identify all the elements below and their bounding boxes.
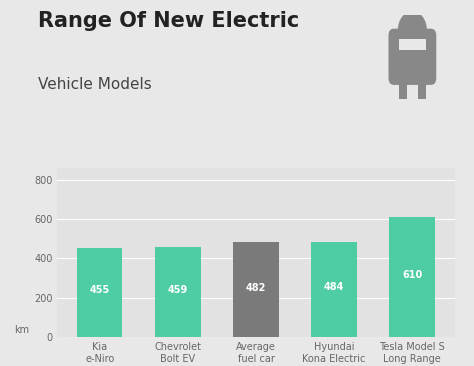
Bar xyxy=(155,247,201,337)
Bar xyxy=(233,242,279,337)
Bar xyxy=(418,76,426,99)
Bar xyxy=(390,217,435,337)
Circle shape xyxy=(398,11,427,50)
Text: km: km xyxy=(14,325,29,335)
Text: 610: 610 xyxy=(402,270,422,280)
Text: 455: 455 xyxy=(90,285,110,295)
FancyBboxPatch shape xyxy=(389,29,436,85)
Text: Vehicle Models: Vehicle Models xyxy=(38,77,152,92)
Text: 482: 482 xyxy=(246,283,266,293)
Bar xyxy=(311,242,356,337)
Bar xyxy=(399,76,407,99)
Text: 484: 484 xyxy=(324,283,344,292)
Text: Range Of New Electric: Range Of New Electric xyxy=(38,11,299,31)
Text: 459: 459 xyxy=(168,285,188,295)
Bar xyxy=(399,39,426,50)
Bar xyxy=(77,248,122,337)
